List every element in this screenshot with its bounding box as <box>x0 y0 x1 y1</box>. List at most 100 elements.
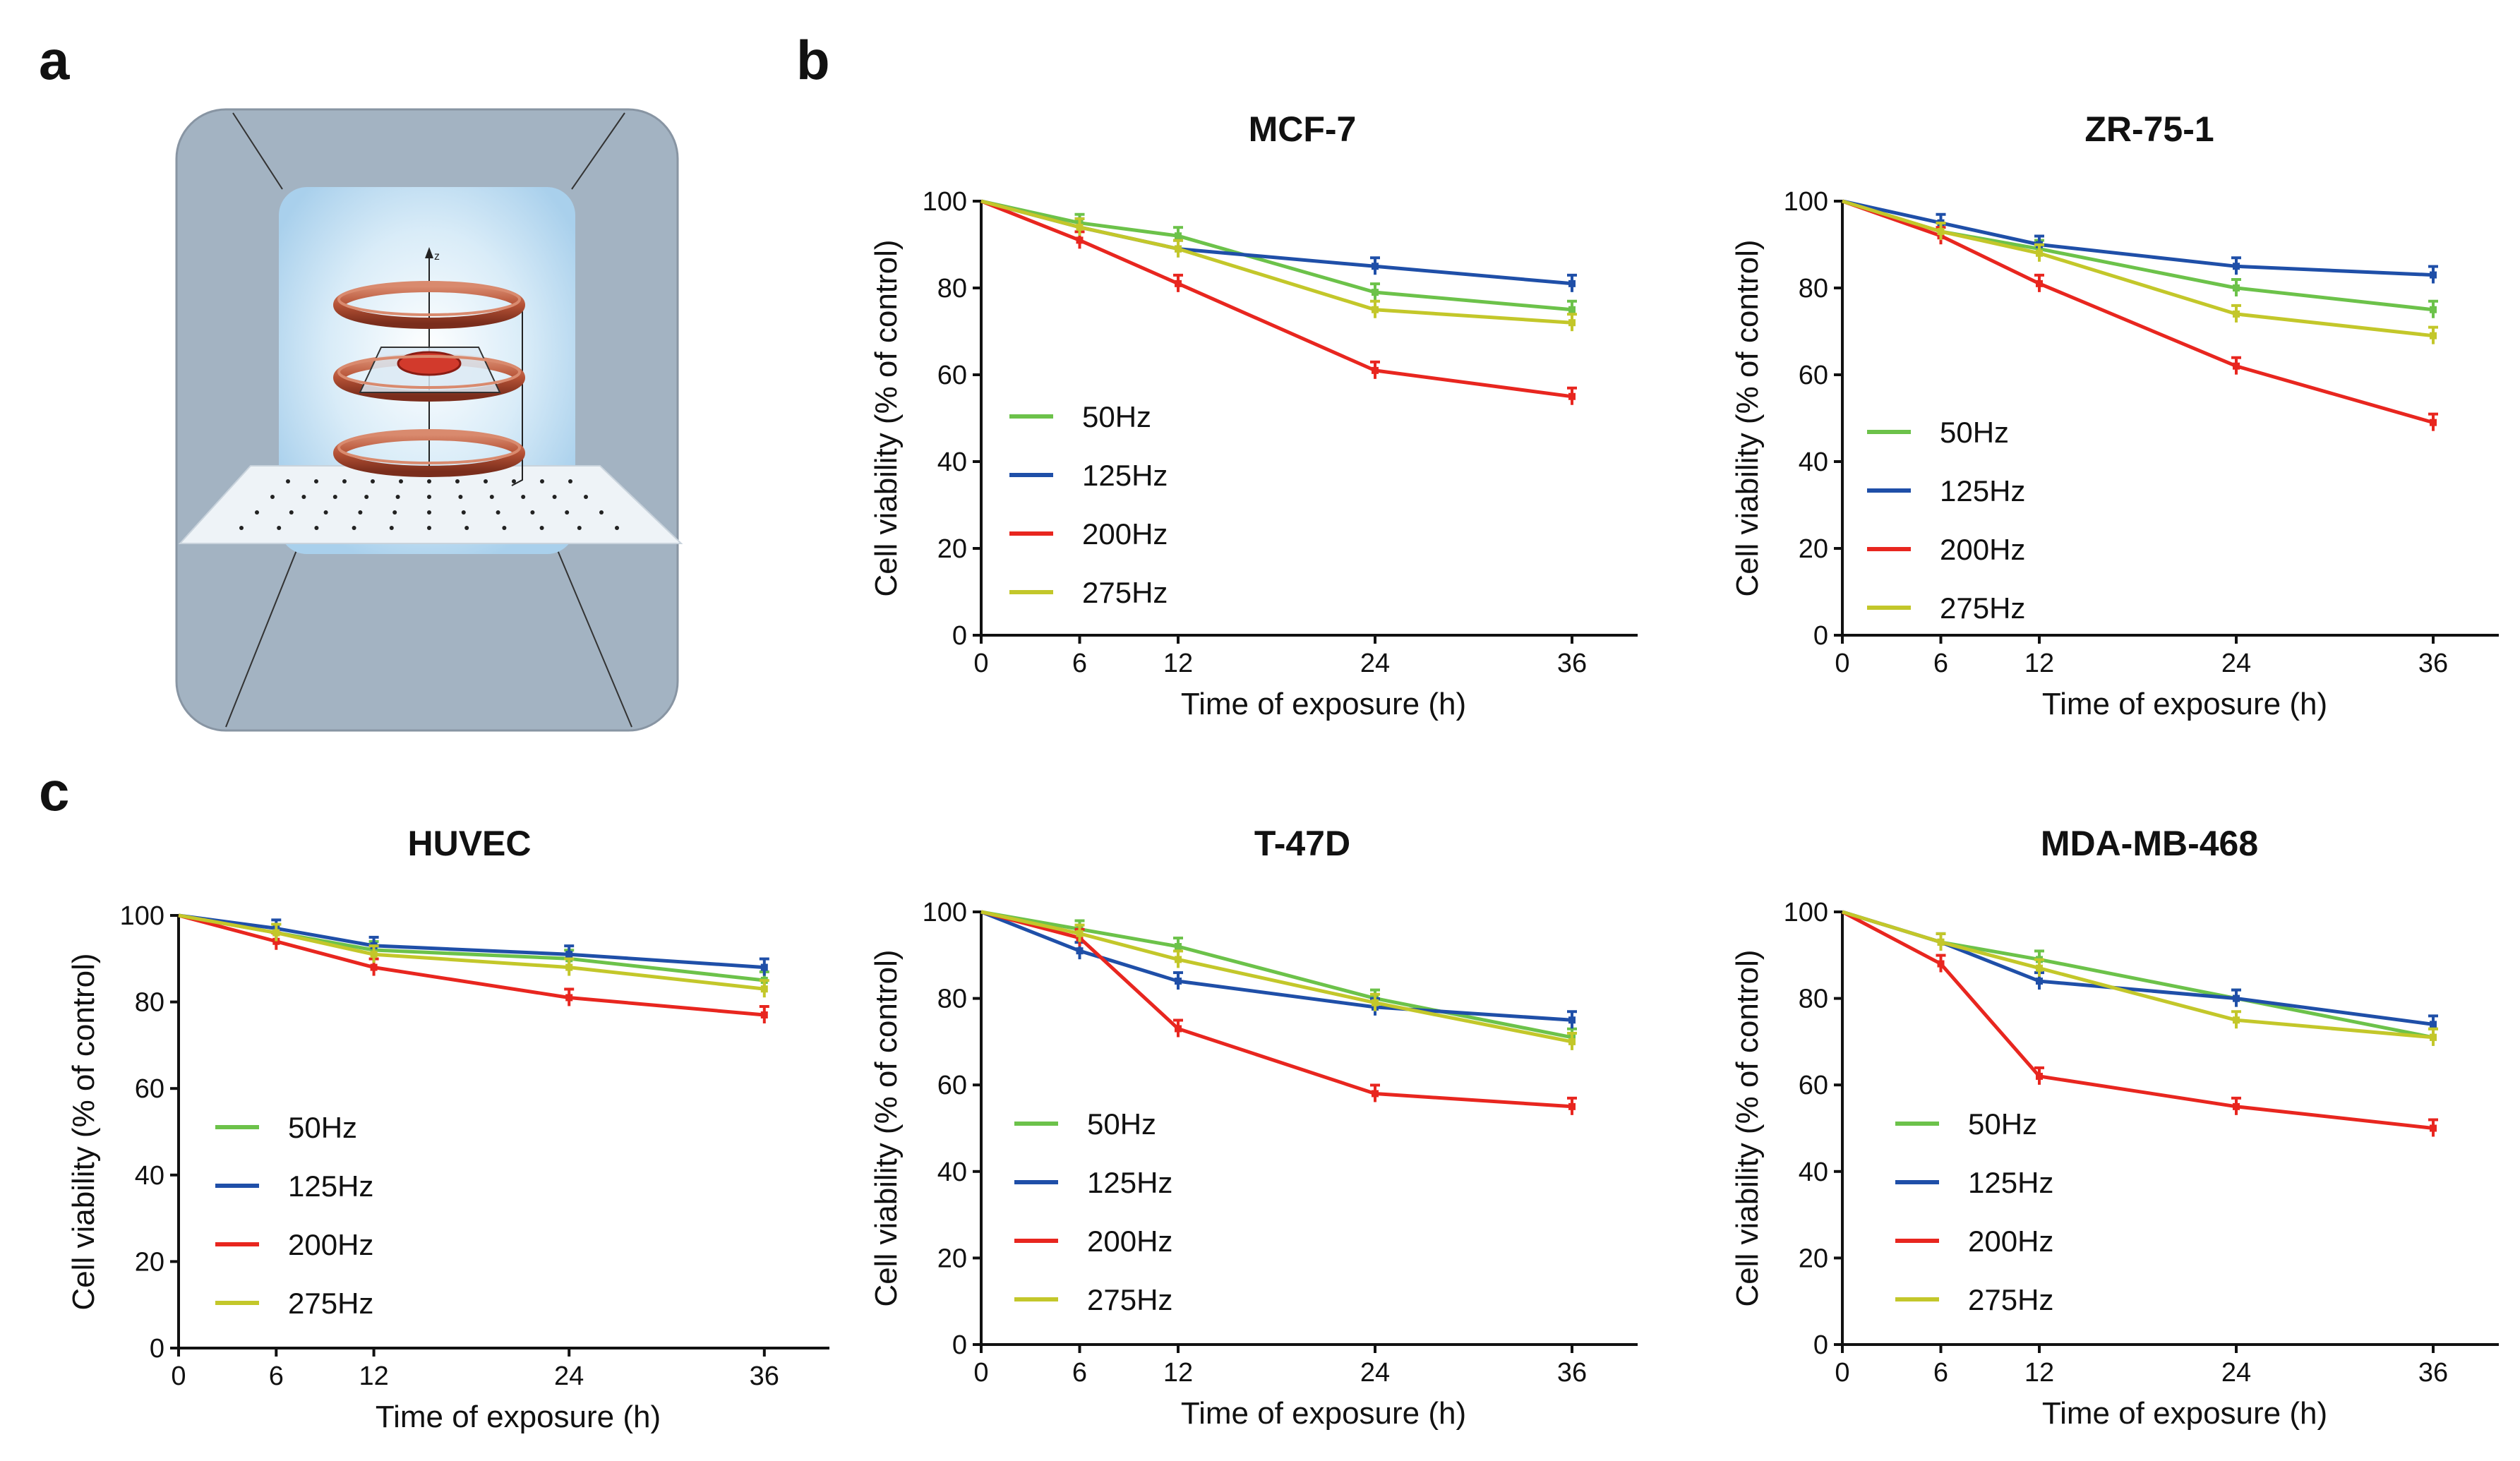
x-tick-label: 36 <box>1557 1358 1587 1388</box>
data-point <box>2233 284 2240 291</box>
y-tick-label: 60 <box>1799 361 1828 390</box>
data-point <box>2430 1033 2437 1041</box>
y-tick-label: 100 <box>1784 187 1828 217</box>
stage-hole <box>332 495 337 499</box>
series-line <box>980 199 1573 312</box>
legend-label: 200Hz <box>1082 517 1168 551</box>
legend-label: 275Hz <box>288 1287 373 1320</box>
data-point <box>760 985 768 993</box>
panel-label-c: c <box>39 760 69 822</box>
y-axis-label: Cell viability (% of control) <box>66 953 101 1310</box>
series-line <box>178 913 765 982</box>
series-line <box>1842 199 2434 425</box>
x-tick-label: 24 <box>2221 649 2251 678</box>
coil-top <box>333 281 525 329</box>
y-tick-label: 0 <box>1813 1330 1828 1360</box>
data-point <box>1568 1102 1576 1110</box>
series-125Hz <box>980 910 1577 1029</box>
y-tick-label: 40 <box>937 1158 967 1187</box>
stage-hole <box>584 495 588 499</box>
y-tick-label: 60 <box>1799 1071 1828 1100</box>
chart-title: MDA-MB-468 <box>2041 824 2258 863</box>
x-tick-label: 24 <box>1360 649 1390 678</box>
series-275Hz <box>1842 910 2438 1046</box>
data-point <box>1568 392 1576 400</box>
legend: 50Hz 125Hz 200Hz 275Hz <box>1009 400 1168 609</box>
legend-label: 125Hz <box>1968 1166 2053 1199</box>
stage-hole <box>392 510 397 515</box>
data-point <box>760 963 768 971</box>
data-point <box>2233 1102 2240 1110</box>
data-point <box>2430 1021 2437 1028</box>
y-tick-label: 20 <box>1799 1244 1828 1273</box>
stage-hole <box>484 479 488 483</box>
stage-hole <box>552 495 557 499</box>
data-point <box>1568 279 1576 287</box>
y-tick-label: 0 <box>1813 621 1828 651</box>
y-tick-label: 20 <box>937 534 967 564</box>
x-tick-label: 12 <box>359 1361 388 1391</box>
series-275Hz <box>178 913 769 998</box>
stage-hole <box>615 526 619 530</box>
series-line <box>980 910 1573 1044</box>
y-axis-label: Cell viability (% of control) <box>869 949 904 1306</box>
stage-hole <box>395 495 400 499</box>
x-tick-label: 36 <box>750 1361 779 1391</box>
stage-hole <box>464 526 469 530</box>
legend-label: 200Hz <box>1940 533 2025 566</box>
coil-bottom <box>333 429 525 477</box>
data-point <box>1372 306 1379 313</box>
stage-hole <box>427 526 431 530</box>
x-axis-label: Time of exposure (h) <box>376 1400 661 1434</box>
y-tick-label: 0 <box>952 621 967 651</box>
data-point <box>760 1011 768 1018</box>
stage-hole-grid <box>239 479 619 530</box>
stage-hole <box>314 526 319 530</box>
data-point <box>1175 978 1182 985</box>
legend: 50Hz 125Hz 200Hz 275Hz <box>1867 416 2025 625</box>
y-tick-label: 100 <box>923 187 967 217</box>
chart-t47d: T-47D 0 20 40 60 80 100 0 6 12 24 36 Time of exposur… <box>869 824 1638 1431</box>
legend-label: 200Hz <box>1087 1225 1172 1258</box>
legend-label: 50Hz <box>1087 1107 1156 1141</box>
data-point <box>1372 1090 1379 1098</box>
stage-hole <box>539 526 544 530</box>
stage-hole <box>521 495 526 499</box>
x-tick-label: 6 <box>1072 649 1087 678</box>
data-point <box>370 963 378 971</box>
stage-hole <box>342 479 347 483</box>
data-point <box>1175 245 1182 253</box>
y-tick-label: 0 <box>150 1334 164 1364</box>
stage-hole <box>455 479 460 483</box>
y-tick-label: 80 <box>937 274 967 303</box>
y-tick-label: 40 <box>135 1161 164 1191</box>
stage-hole <box>502 526 507 530</box>
legend: 50Hz 125Hz 200Hz 275Hz <box>215 1111 373 1320</box>
stage-hole <box>577 526 582 530</box>
data-point <box>565 994 573 1002</box>
series-275Hz <box>980 199 1577 332</box>
data-point <box>370 951 378 958</box>
stage-hole <box>399 479 403 483</box>
y-tick-label: 40 <box>937 447 967 477</box>
y-tick-label: 80 <box>135 988 164 1018</box>
x-axis-label: Time of exposure (h) <box>1181 687 1466 721</box>
data-point <box>2036 279 2043 287</box>
stage-hole <box>301 495 306 499</box>
stage-hole <box>289 510 294 515</box>
chart-title: HUVEC <box>407 824 531 863</box>
data-point <box>272 929 280 937</box>
series-50Hz <box>1842 199 2438 318</box>
stage-hole <box>461 510 466 515</box>
x-tick-label: 24 <box>554 1361 584 1391</box>
y-axis-label: Cell viability (% of control) <box>1730 239 1765 596</box>
x-axis-label: Time of exposure (h) <box>2042 1396 2327 1431</box>
legend: 50Hz 125Hz 200Hz 275Hz <box>1895 1107 2053 1316</box>
panel-label-a: a <box>39 29 70 91</box>
series-line <box>980 199 1573 399</box>
stage-hole <box>496 510 500 515</box>
stage-hole <box>489 495 494 499</box>
stage-hole <box>314 479 318 483</box>
stage-hole <box>352 526 356 530</box>
series-125Hz <box>1842 199 2438 284</box>
